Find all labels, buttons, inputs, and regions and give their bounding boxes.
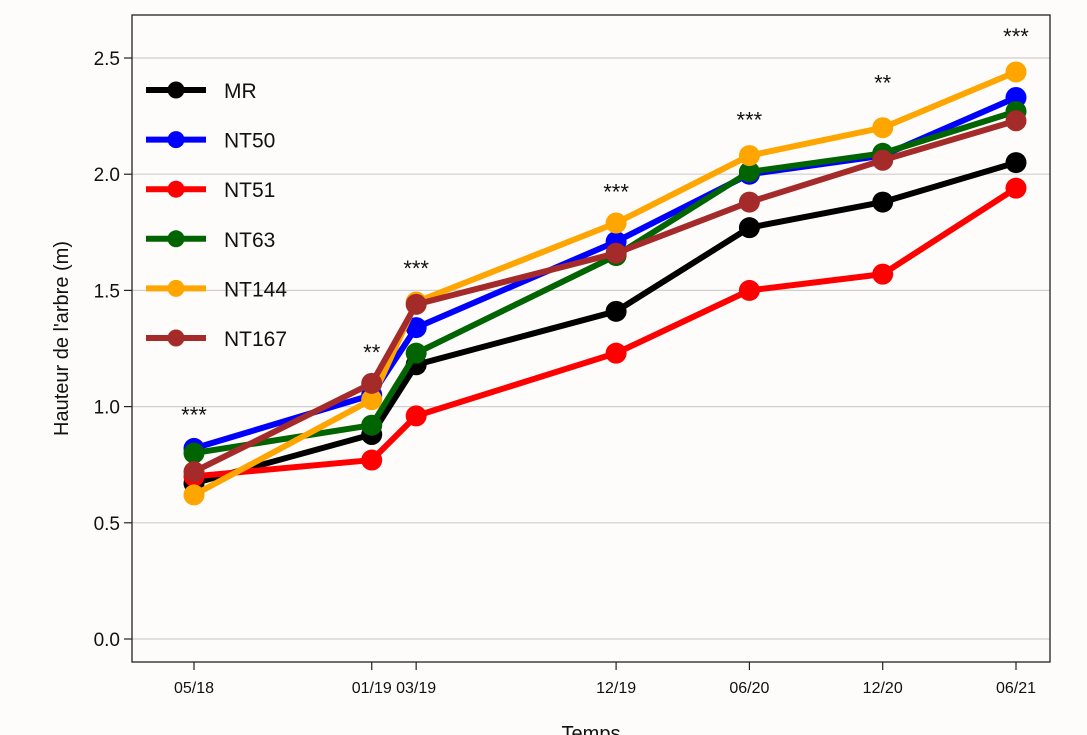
legend-label: NT50 <box>224 130 275 153</box>
series-nt50 <box>183 87 1027 459</box>
legend-item: NT51 <box>146 179 275 202</box>
legend-marker <box>167 329 185 347</box>
legend-item: NT144 <box>146 278 287 301</box>
data-point <box>872 263 894 285</box>
x-axis: 05/18 01/19 03/19 12/19 06/20 12/20 06/21 <box>174 662 1036 697</box>
data-point <box>361 414 383 436</box>
data-point <box>1005 61 1027 83</box>
data-point <box>605 342 627 364</box>
y-tick-label: 0.5 <box>94 514 120 535</box>
gridlines <box>132 57 1050 640</box>
series-nt167 <box>183 110 1027 483</box>
x-tick-label: 12/20 <box>863 680 903 697</box>
data-point <box>361 389 383 411</box>
data-point <box>1005 177 1027 199</box>
legend-label: NT167 <box>224 328 287 351</box>
y-tick-label: 0.0 <box>94 630 120 651</box>
data-point <box>361 449 383 471</box>
data-point <box>872 117 894 139</box>
data-point <box>405 405 427 427</box>
y-tick-label: 1.0 <box>94 398 120 419</box>
y-axis-label: Hauteur de l'arbre (m) <box>51 241 73 436</box>
data-point <box>183 461 205 483</box>
data-point <box>1005 110 1027 132</box>
legend-marker <box>167 180 185 198</box>
series-line <box>192 117 1017 475</box>
x-tick-label: 12/19 <box>596 680 636 697</box>
legend-label: NT63 <box>224 229 275 252</box>
legend-item: MR <box>146 80 257 103</box>
series-lines <box>183 61 1027 506</box>
x-tick-label: 06/21 <box>996 680 1036 697</box>
legend-label: NT144 <box>224 278 287 301</box>
data-point <box>183 484 205 506</box>
data-point <box>872 191 894 213</box>
data-point <box>738 217 760 239</box>
legend-item: NT63 <box>146 229 275 252</box>
legend-label: MR <box>224 80 257 103</box>
significance-marker: ** <box>363 340 381 365</box>
significance-marker: *** <box>737 107 763 132</box>
data-point <box>183 442 205 464</box>
data-point <box>405 293 427 315</box>
data-point <box>738 191 760 213</box>
data-point <box>738 279 760 301</box>
x-axis-label: Temps <box>562 723 621 735</box>
data-point <box>872 149 894 171</box>
x-tick-label: 06/20 <box>729 680 769 697</box>
data-point <box>1005 152 1027 174</box>
legend-item: NT167 <box>146 328 287 351</box>
y-tick-label: 2.5 <box>94 49 120 70</box>
data-point <box>405 317 427 339</box>
data-point <box>738 145 760 167</box>
x-tick-label: 03/19 <box>396 680 436 697</box>
plot-frame <box>131 14 1051 663</box>
y-tick-label: 2.0 <box>94 165 120 186</box>
data-point <box>361 372 383 394</box>
legend: MR NT50 NT51 NT63 NT144 NT167 <box>146 80 287 351</box>
series-nt51 <box>183 177 1027 487</box>
data-point <box>605 212 627 234</box>
series-nt144 <box>183 61 1027 506</box>
x-tick-label: 05/18 <box>174 680 214 697</box>
legend-marker <box>167 230 185 248</box>
data-point <box>605 242 627 264</box>
y-tick-label: 1.5 <box>94 281 120 302</box>
x-tick-label: 01/19 <box>352 680 392 697</box>
data-point <box>605 300 627 322</box>
significance-marker: ** <box>874 70 892 95</box>
significance-marker: *** <box>181 403 207 428</box>
significance-marker: *** <box>603 179 629 204</box>
legend-marker <box>167 279 185 297</box>
data-point <box>405 342 427 364</box>
legend-marker <box>167 131 185 149</box>
significance-annotations: ******************* <box>181 24 1029 428</box>
significance-marker: *** <box>403 256 429 281</box>
significance-marker: *** <box>1003 24 1029 49</box>
data-point <box>738 161 760 183</box>
legend-item: NT50 <box>146 130 275 153</box>
legend-label: NT51 <box>224 179 275 202</box>
y-axis: 0.0 0.5 1.0 1.5 2.0 2.5 <box>94 49 132 651</box>
series-line <box>192 69 1018 498</box>
legend-marker <box>167 81 185 99</box>
